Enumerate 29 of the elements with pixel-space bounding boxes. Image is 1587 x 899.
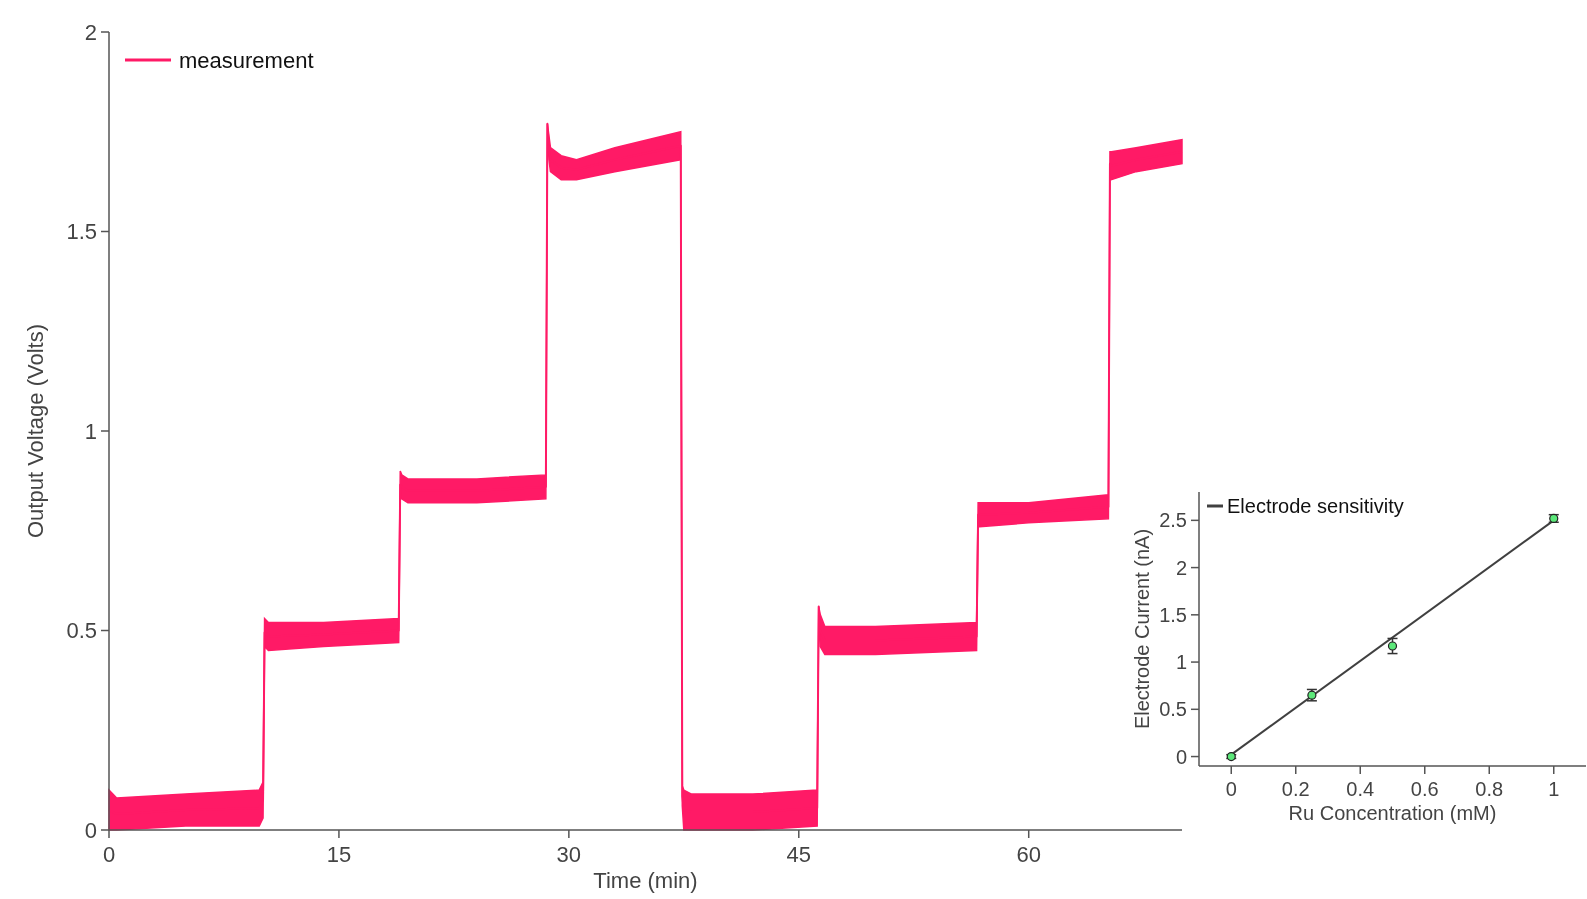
y-tick-label: 1.5	[1159, 603, 1187, 626]
x-tick-label: 0.4	[1346, 778, 1375, 800]
legend-label: measurement	[179, 47, 314, 73]
x-tick-label: 60	[1016, 842, 1041, 867]
x-axis-title: Time (min)	[593, 868, 698, 893]
x-tick-label: 45	[786, 842, 812, 867]
y-tick-label: 0.5	[66, 618, 97, 644]
x-tick-label: 30	[556, 842, 582, 867]
x-tick-label: 0	[102, 842, 116, 867]
y-axis-title: Electrode Current (nA)	[1131, 528, 1153, 730]
point	[1387, 641, 1398, 651]
y-tick-label: 2	[84, 19, 97, 45]
x-axis-title: Ru Concentration (mM)	[1288, 802, 1497, 824]
y-axis-title: Output Voltage (Volts)	[23, 323, 48, 539]
y-tick-label: 1.5	[66, 219, 97, 245]
y-tick-label: 0.5	[1159, 698, 1187, 721]
x-tick-label: 0.8	[1475, 778, 1504, 800]
y-tick-label: 1	[84, 418, 97, 444]
x-tick-label: 0	[1225, 778, 1237, 800]
y-tick-label: 2	[1175, 556, 1187, 579]
x-tick-label: 0.6	[1410, 778, 1439, 800]
legend-label: Electrode sensitivity	[1227, 495, 1404, 517]
x-tick-label: 0.2	[1281, 778, 1310, 800]
y-tick-label: 0	[1175, 745, 1187, 768]
y-tick-label: 0	[84, 817, 97, 843]
y-tick-label: 1	[1175, 651, 1187, 674]
x-tick-label: 15	[326, 842, 352, 867]
y-tick-label: 2.5	[1159, 509, 1187, 532]
x-tick-label: 1	[1548, 778, 1560, 800]
